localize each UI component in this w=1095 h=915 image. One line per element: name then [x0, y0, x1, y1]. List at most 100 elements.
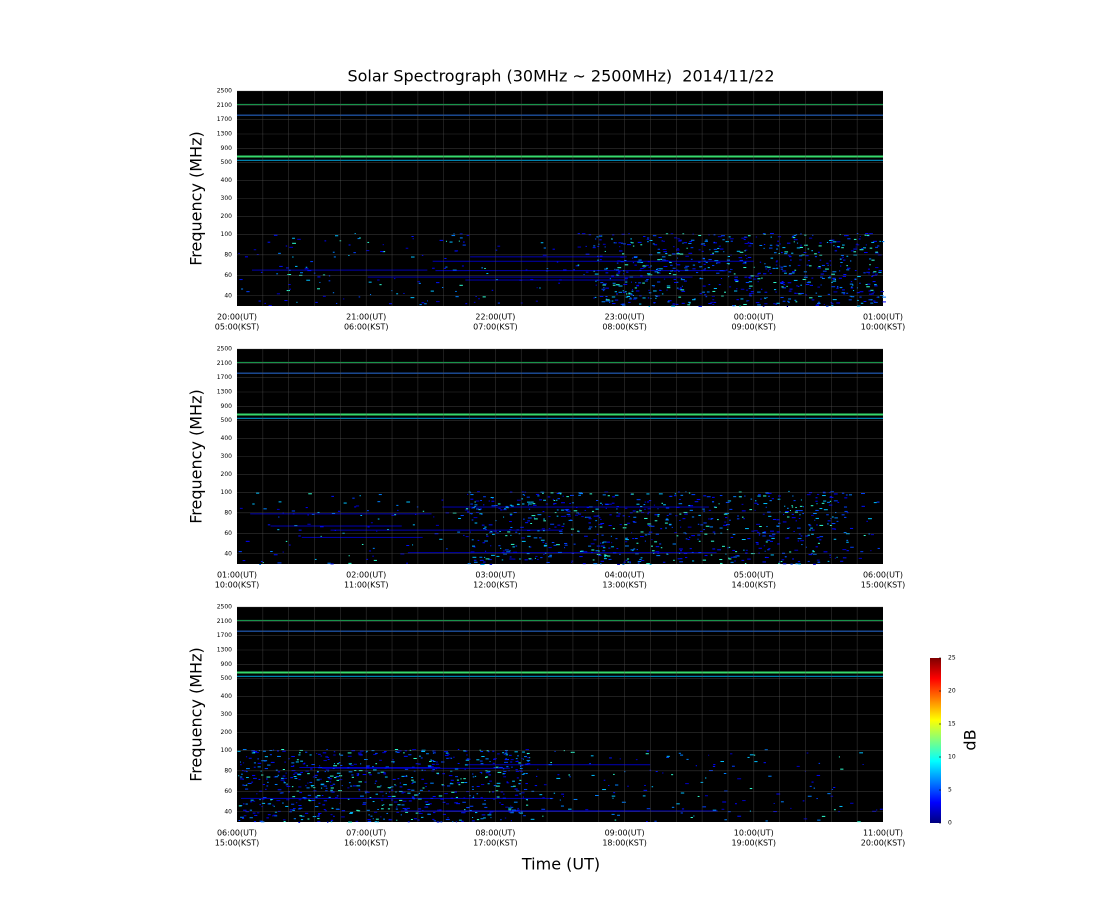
spectrum-pixel [350, 764, 354, 766]
spectrum-pixel [481, 784, 485, 786]
spectrum-pixel [716, 262, 718, 264]
spectrum-pixel [504, 549, 509, 551]
spectrum-pixel [647, 511, 651, 513]
spectrum-pixel [556, 509, 559, 511]
spectrum-pixel [868, 299, 873, 301]
spectrum-pixel [411, 777, 414, 779]
spectrum-pixel [831, 305, 834, 307]
spectrum-pixel [690, 817, 693, 819]
spectrum-pixel [750, 498, 753, 500]
spectrum-pixel [351, 776, 355, 778]
spectrum-pixel [537, 559, 539, 561]
spectrum-pixel [559, 799, 561, 801]
spectrum-pixel [331, 495, 334, 497]
spectrum-pixel [786, 516, 790, 518]
spectrum-pixel [724, 521, 727, 523]
spectrum-pixel [542, 530, 545, 532]
spectrum-pixel [470, 551, 475, 553]
spectrum-pixel [625, 541, 628, 543]
spectrum-pixel [710, 301, 714, 303]
spectrum-pixel [291, 756, 295, 758]
spectrum-pixel [642, 795, 646, 797]
spectrum-band [237, 675, 883, 677]
spectrum-pixel [673, 559, 675, 561]
spectrum-pixel [877, 547, 880, 549]
spectrum-pixel [754, 502, 758, 504]
spectrum-pixel [262, 562, 264, 564]
spectrum-pixel [621, 304, 626, 306]
spectrum-pixel [873, 271, 877, 273]
spectrum-pixel [679, 239, 683, 241]
spectrum-pixel [456, 803, 461, 805]
spectrum-pixel [605, 296, 608, 298]
spectrum-pixel [794, 299, 797, 301]
spectrum-pixel [603, 558, 607, 560]
spectrum-pixel [638, 282, 642, 284]
spectrum-pixel [838, 756, 840, 758]
spectrum-pixel [381, 808, 384, 810]
spectrum-pixel [320, 784, 324, 786]
spectrum-pixel [367, 820, 372, 822]
spectrum-pixel [464, 809, 466, 811]
spectrum-pixel [830, 264, 832, 266]
spectrum-pixel [850, 296, 855, 298]
y-tick-label: 40 [224, 292, 232, 299]
spectrum-pixel [242, 749, 247, 751]
spectrum-pixel [666, 755, 670, 757]
spectrum-pixel [876, 809, 878, 811]
spectrum-pixel [419, 789, 423, 791]
y-tick-label: 2500 [217, 604, 232, 611]
spectrum-pixel [663, 266, 668, 268]
spectrum-pixel [619, 758, 621, 760]
y-tick-label: 1300 [217, 131, 232, 138]
spectrum-streak [251, 269, 428, 271]
spectrum-pixel [335, 776, 340, 778]
spectrum-pixel [613, 773, 615, 775]
spectrum-pixel [257, 762, 262, 764]
spectrum-pixel [543, 247, 546, 249]
spectrum-pixel [304, 268, 309, 270]
spectrum-pixel [253, 777, 257, 779]
spectrum-pixel [481, 756, 485, 758]
spectrum-pixel [665, 233, 669, 235]
spectrum-pixel [352, 497, 355, 499]
spectrum-pixel [399, 799, 403, 801]
spectrum-pixel [868, 290, 872, 292]
spectrum-pixel [439, 239, 444, 241]
spectrum-pixel [817, 302, 821, 304]
spectrum-pixel [875, 267, 879, 269]
spectrum-pixel [424, 303, 427, 305]
spectrum-pixel [653, 286, 655, 288]
spectrum-pixel [698, 235, 702, 237]
spectrum-pixel [604, 268, 608, 270]
y-tick-label: 400 [221, 177, 233, 184]
spectrum-streak [270, 525, 402, 527]
spectrum-pixel [322, 752, 327, 754]
spectrum-pixel [333, 751, 336, 753]
spectrum-pixel [745, 249, 748, 251]
spectrum-pixel [244, 256, 248, 258]
spectrum-pixel [299, 807, 303, 809]
spectrum-pixel [549, 554, 552, 556]
spectrum-pixel [599, 502, 602, 504]
spectrum-pixel [614, 268, 616, 270]
spectrum-pixel [299, 792, 303, 794]
spectrum-pixel [659, 268, 663, 270]
spectrum-pixel [305, 507, 308, 509]
spectrum-pixel [686, 758, 689, 760]
spectrum-pixel [870, 233, 873, 235]
spectrum-pixel [299, 773, 302, 775]
spectrum-pixel [395, 751, 398, 753]
spectrum-pixel [316, 795, 321, 797]
spectrum-pixel [521, 757, 523, 759]
spectrum-pixel [393, 801, 398, 803]
spectrum-pixel [764, 291, 768, 293]
spectrum-pixel [597, 255, 599, 257]
spectrum-pixel [869, 247, 873, 249]
spectrum-pixel [685, 491, 687, 493]
spectrum-pixel [811, 277, 814, 279]
spectrum-pixel [339, 753, 341, 755]
spectrum-pixel [463, 812, 466, 814]
spectrum-pixel [495, 520, 497, 522]
spectrum-pixel [337, 510, 341, 512]
